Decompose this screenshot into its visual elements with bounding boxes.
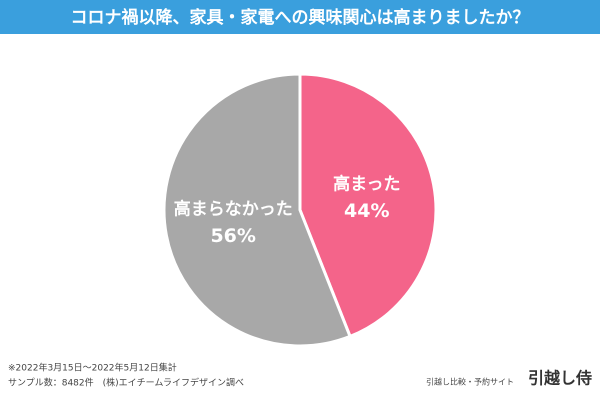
brand-logo: 引越し侍: [528, 369, 592, 388]
pie-slice: [162, 72, 353, 348]
note: ※2022年3月15日～2022年5月12日集計: [8, 362, 177, 374]
slice-label: 高まらなかった: [174, 199, 293, 220]
pie-slice: [298, 72, 438, 339]
slice-label: 高まった: [333, 173, 400, 194]
value-label: 56%: [210, 225, 255, 247]
value-label: 44%: [344, 200, 389, 222]
brand-tagline: 引越し比較・予約サイト: [426, 377, 514, 387]
chart-title: コロナ禍以降、家具・家電への興味関心は高まりましたか？: [71, 7, 530, 28]
title-bar: [0, 0, 600, 34]
note: サンプル数：8482件 (株)エイチームライフデザイン調べ: [8, 377, 244, 389]
pie: 高まった 44% 高まらなかった 56%: [162, 72, 438, 348]
